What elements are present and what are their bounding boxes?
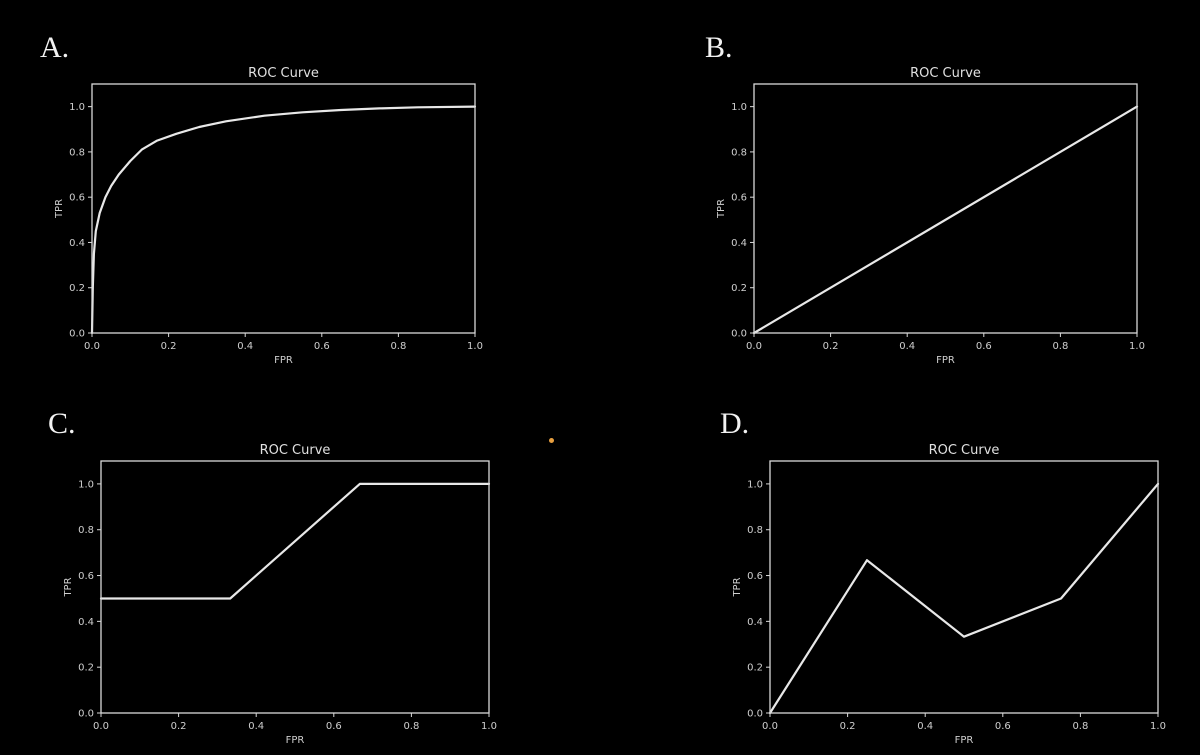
chart-a-xtick-label: 1.0 xyxy=(467,341,483,352)
chart-b-ytick-label: 0.0 xyxy=(731,329,747,340)
chart-c-ytick-label: 0.2 xyxy=(78,663,94,674)
chart-a-ytick-label: 1.0 xyxy=(69,102,85,113)
chart-c-xtick-label: 0.8 xyxy=(403,721,419,732)
chart-d-xtick-label: 0.2 xyxy=(840,721,856,732)
chart-a-ytick-label: 0.4 xyxy=(69,238,85,249)
chart-b-ytick-label: 0.6 xyxy=(731,193,747,204)
chart-a-ytick-label: 0.0 xyxy=(69,329,85,340)
chart-b-ytick-label: 0.2 xyxy=(731,283,747,294)
chart-c-title: ROC Curve xyxy=(260,443,331,458)
chart-a-frame xyxy=(91,83,476,334)
chart-c-ytick-label: 0.6 xyxy=(78,571,94,582)
chart-d-title: ROC Curve xyxy=(929,443,1000,458)
chart-d-ytick-label: 0.8 xyxy=(747,525,763,536)
chart-c-ytick-label: 0.8 xyxy=(78,525,94,536)
chart-d-roc-line xyxy=(768,482,1160,715)
chart-c-xtick-label: 1.0 xyxy=(481,721,497,732)
chart-a-xlabel: FPR xyxy=(274,355,293,366)
chart-c-xtick-label: 0.6 xyxy=(326,721,342,732)
chart-a-xtick-label: 0.0 xyxy=(84,341,100,352)
chart-b-title: ROC Curve xyxy=(910,66,981,81)
chart-a-xtick-label: 0.2 xyxy=(161,341,177,352)
chart-d-xlabel: FPR xyxy=(955,735,974,746)
chart-d-ytick-label: 1.0 xyxy=(747,479,763,490)
chart-a-title: ROC Curve xyxy=(248,66,319,81)
chart-a-xtick-label: 0.8 xyxy=(390,341,406,352)
chart-c-xtick-label: 0.2 xyxy=(171,721,187,732)
chart-c-ytick-label: 0.4 xyxy=(78,617,94,628)
chart-b-roc-line xyxy=(752,105,1139,335)
chart-b-xtick-label: 0.6 xyxy=(976,341,992,352)
chart-c-frame xyxy=(100,460,490,714)
chart-d-ytick-label: 0.6 xyxy=(747,571,763,582)
chart-d: ROC Curve 0.0 0.2 0.4 0.6 0.8 1.0 0.0 0.2 0.4 0.6 0… xyxy=(732,443,1166,746)
chart-d-xtick-label: 1.0 xyxy=(1150,721,1166,732)
chart-b: ROC Curve 0.0 0.2 0.4 0.6 0.8 1.0 0.0 0.2 0.4 0.6 0… xyxy=(716,66,1145,366)
chart-b-ylabel: TPR xyxy=(716,199,727,219)
chart-b-ytick-label: 1.0 xyxy=(731,102,747,113)
chart-a: ROC Curve 0.0 0.2 0.4 0.6 0.8 1.0 0.0 0.2 0.4 0.6 0… xyxy=(54,66,483,366)
chart-b-xtick-label: 0.4 xyxy=(899,341,915,352)
chart-d-frame xyxy=(769,460,1159,714)
chart-b-xtick-label: 1.0 xyxy=(1129,341,1145,352)
chart-a-ytick-label: 0.6 xyxy=(69,193,85,204)
chart-d-ytick-label: 0.4 xyxy=(747,617,763,628)
panel-label-b: B. xyxy=(705,31,733,64)
chart-c-ylabel: TPR xyxy=(63,577,74,597)
chart-d-ytick-label: 0.2 xyxy=(747,663,763,674)
chart-d-xtick-label: 0.6 xyxy=(995,721,1011,732)
chart-a-ytick-label: 0.8 xyxy=(69,147,85,158)
chart-c: ROC Curve 0.0 0.2 0.4 0.6 0.8 1.0 0.0 0.2 0.4 0.6 0… xyxy=(63,443,497,746)
chart-c-xlabel: FPR xyxy=(286,735,305,746)
chart-b-xtick-label: 0.8 xyxy=(1052,341,1068,352)
chart-a-ylabel: TPR xyxy=(54,199,65,219)
chart-c-ytick-label: 0.0 xyxy=(78,709,94,720)
chart-b-xtick-label: 0.2 xyxy=(823,341,839,352)
chart-d-xtick-label: 0.4 xyxy=(917,721,933,732)
chart-b-xlabel: FPR xyxy=(936,355,955,366)
chart-a-ytick-label: 0.2 xyxy=(69,283,85,294)
chart-c-xtick-label: 0.0 xyxy=(93,721,109,732)
panel-label-d: D. xyxy=(720,407,750,440)
chart-a-xtick-label: 0.6 xyxy=(314,341,330,352)
chart-d-xtick-label: 0.8 xyxy=(1072,721,1088,732)
chart-c-ytick-label: 1.0 xyxy=(78,479,94,490)
panel-label-a: A. xyxy=(40,31,70,64)
panel-label-c: C. xyxy=(48,407,76,440)
chart-d-ylabel: TPR xyxy=(732,577,743,597)
chart-d-ytick-label: 0.0 xyxy=(747,709,763,720)
chart-d-xtick-label: 0.0 xyxy=(762,721,778,732)
chart-b-xtick-label: 0.0 xyxy=(746,341,762,352)
chart-b-ytick-label: 0.4 xyxy=(731,238,747,249)
chart-a-xtick-label: 0.4 xyxy=(237,341,253,352)
chart-a-roc-line xyxy=(90,105,477,335)
chart-c-xtick-label: 0.4 xyxy=(248,721,264,732)
chart-c-roc-line xyxy=(99,482,491,600)
chart-b-ytick-label: 0.8 xyxy=(731,147,747,158)
orange-dot xyxy=(549,438,554,443)
chart-b-frame xyxy=(753,83,1138,334)
